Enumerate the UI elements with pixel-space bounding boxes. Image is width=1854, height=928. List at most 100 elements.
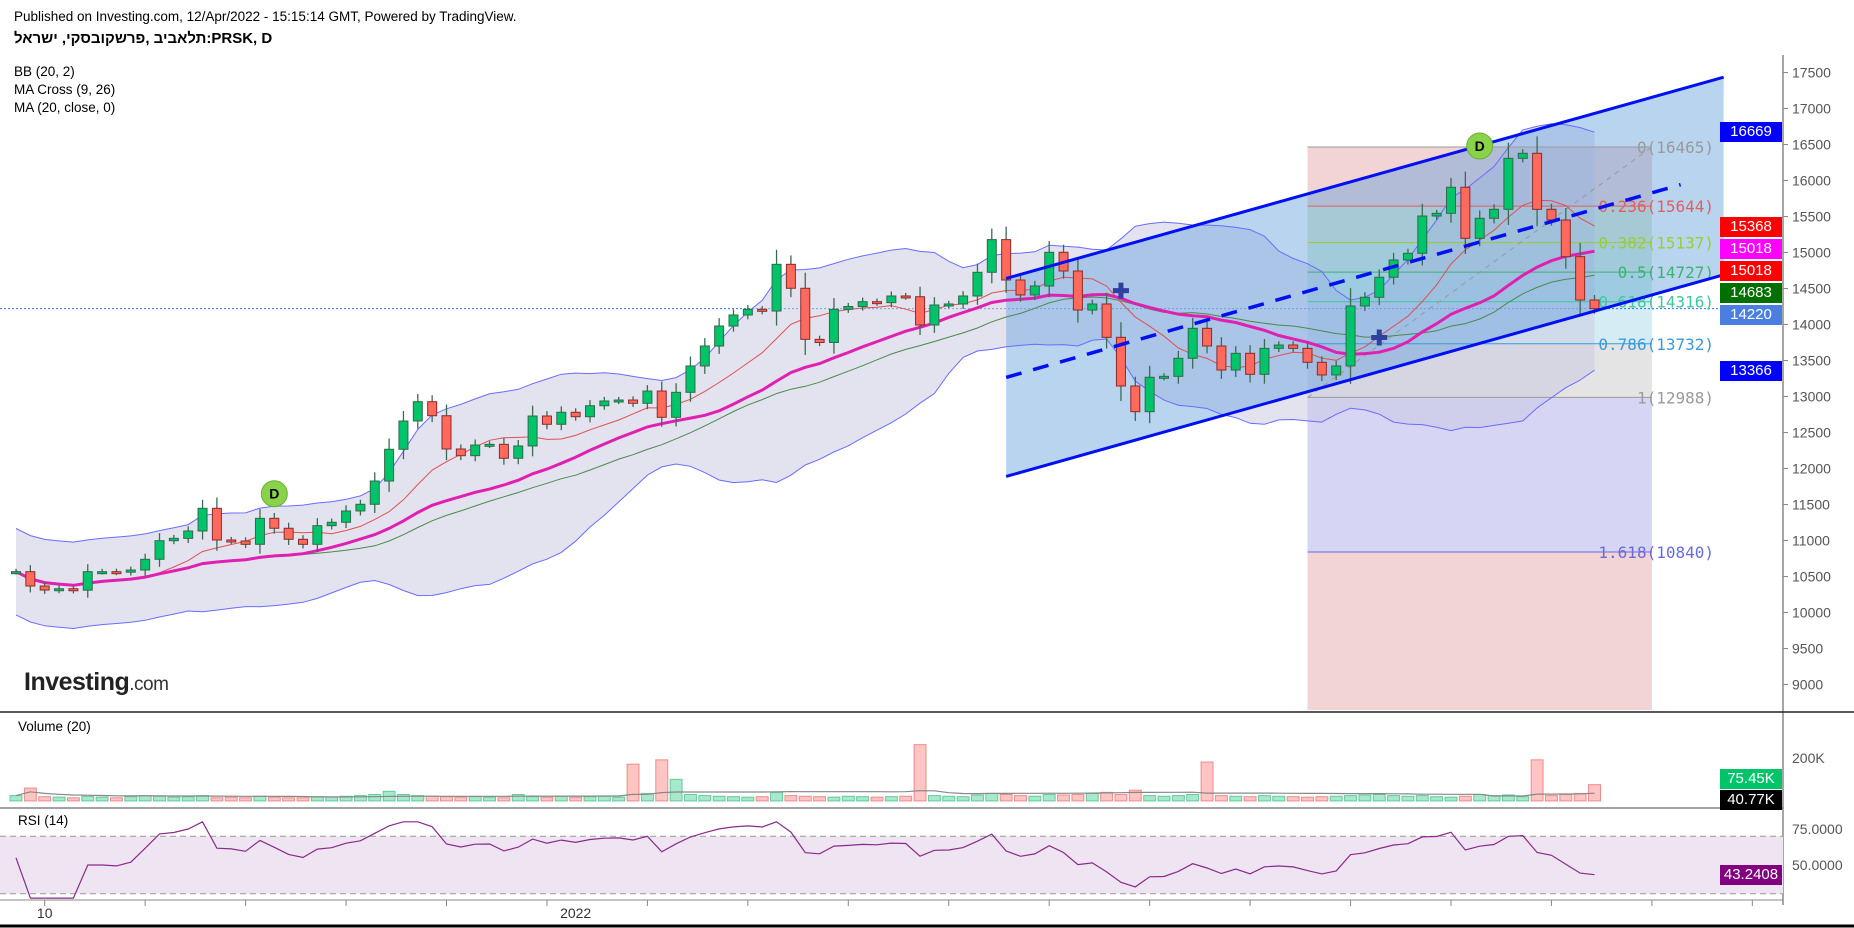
candle (699, 338, 710, 374)
dividend-marker-circle (260, 480, 288, 508)
volume-bar (483, 796, 497, 802)
candle (1273, 341, 1284, 353)
price-tag: 16669 (1720, 122, 1782, 142)
candle (427, 395, 438, 423)
candle (211, 497, 222, 551)
bollinger-band-fill (16, 123, 1595, 629)
candle-body (757, 308, 768, 312)
candle (1029, 280, 1040, 301)
volume-bar (1372, 793, 1386, 802)
candle-body (455, 448, 466, 457)
candle-body (1273, 344, 1284, 349)
volume-tick-label: 200K (1792, 750, 1825, 766)
volume-bar (1243, 796, 1257, 802)
volume-bar (798, 795, 812, 802)
candle (1331, 360, 1342, 381)
candle-body (599, 400, 610, 407)
candle (986, 228, 997, 284)
volume-bar (1071, 793, 1085, 802)
channel-lower-line (1005, 273, 1725, 478)
rsi-pane-label[interactable]: RSI (14) (18, 813, 69, 828)
price-tick-label: 9500 (1792, 641, 1823, 657)
candle (814, 335, 825, 347)
volume-bar (411, 795, 425, 802)
volume-bar (1229, 795, 1243, 802)
candle-body (11, 571, 21, 575)
dividend-marker-icon: D (1466, 132, 1494, 160)
volume-bar (597, 795, 611, 802)
volume-bar (626, 763, 640, 802)
volume-bar (927, 795, 941, 802)
candle (785, 255, 796, 298)
candle-body (1159, 375, 1169, 379)
candle (958, 291, 969, 309)
volume-pane-label[interactable]: Volume (20) (18, 719, 91, 734)
candle-body (1087, 303, 1098, 311)
candle-body (398, 420, 409, 450)
candle-body (1503, 157, 1514, 210)
fib-trend-line (1307, 146, 1653, 398)
channel-fill (1006, 77, 1724, 477)
candle-body (671, 391, 682, 418)
volume-bar (124, 796, 138, 802)
candle (771, 249, 782, 326)
candle-body (814, 338, 825, 344)
candle (298, 535, 308, 549)
candle-body (527, 415, 538, 447)
volume-ma-line (15, 790, 1595, 798)
candle-body (972, 271, 983, 297)
volume-bar (253, 795, 267, 802)
investing-logo: Investing.com (24, 668, 169, 697)
volume-bar (497, 797, 511, 802)
volume-bar (913, 744, 927, 802)
price-tick-label: 11000 (1792, 533, 1830, 549)
candle-body (54, 588, 65, 592)
candle-body (843, 306, 854, 310)
candle-body (986, 239, 997, 273)
cross-marker-icon (1371, 329, 1388, 346)
volume-bar (583, 796, 597, 802)
volume-bar (1530, 759, 1544, 802)
candle (11, 568, 21, 575)
candle (872, 298, 882, 306)
candle (1345, 288, 1356, 384)
candle (125, 566, 136, 576)
legend-ma[interactable]: MA (20, close, 0) (14, 100, 116, 115)
volume-bar (698, 795, 712, 802)
volume-bar (1516, 796, 1530, 802)
volume-bar (942, 795, 956, 802)
candle-body (140, 558, 151, 571)
volume-bar (1114, 793, 1128, 802)
candle-body (1359, 296, 1370, 307)
price-tag: 15018 (1720, 261, 1782, 281)
candle-body (298, 538, 308, 545)
candle (527, 405, 538, 457)
candle (412, 393, 423, 429)
candle-body (541, 415, 552, 425)
candle (398, 411, 409, 460)
candle (283, 522, 294, 545)
volume-bar (827, 796, 841, 802)
rsi-tick-label: 75.0000 (1792, 821, 1843, 837)
candle (1130, 376, 1141, 421)
volume-bar (1128, 789, 1142, 802)
volume-bar (1387, 795, 1401, 802)
candle (570, 408, 581, 421)
candle-body (384, 448, 395, 482)
candle (1431, 209, 1442, 220)
legend-bb[interactable]: BB (20, 2) (14, 64, 75, 79)
candle (97, 568, 108, 575)
candle (1001, 226, 1012, 293)
legend-ma-cross[interactable]: MA Cross (9, 26) (14, 82, 116, 97)
volume-bar (440, 796, 453, 802)
published-note: Published on Investing.com, 12/Apr/2022 … (14, 9, 517, 24)
volume-bar (655, 759, 669, 802)
candle (240, 537, 251, 549)
volume-bar (210, 797, 224, 802)
candle (1474, 210, 1485, 247)
candle (656, 381, 667, 427)
channel-upper-line (1005, 75, 1725, 280)
candle (1288, 341, 1299, 353)
candle (369, 472, 380, 513)
